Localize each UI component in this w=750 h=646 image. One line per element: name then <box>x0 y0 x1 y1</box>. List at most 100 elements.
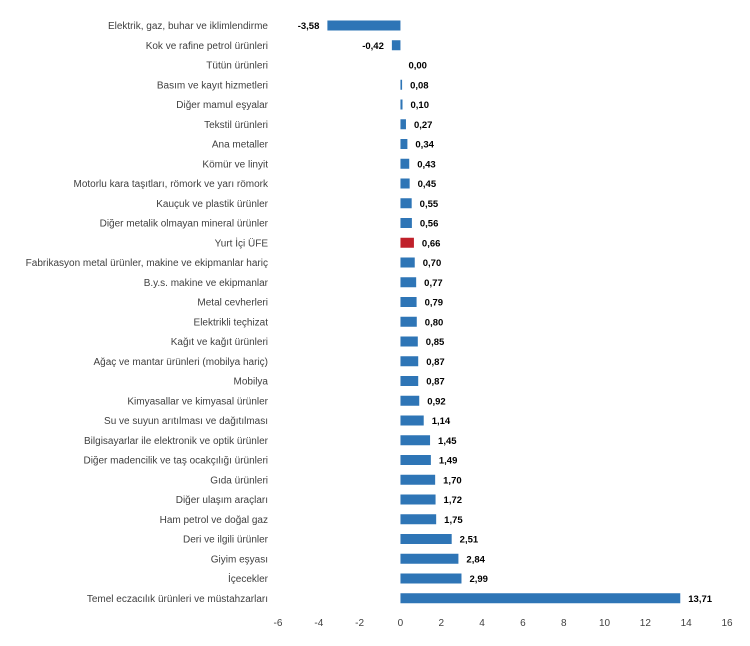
category-label: Fabrikasyon metal ürünler, makine ve eki… <box>26 258 268 269</box>
value-label: 0,80 <box>425 317 444 328</box>
value-label: 0,66 <box>422 238 441 249</box>
value-label: 1,14 <box>432 416 451 427</box>
category-label: Diğer madencilik ve taş ocakçılığı ürünl… <box>83 456 268 467</box>
value-label: 0,10 <box>410 100 429 111</box>
category-label: Tekstil ürünleri <box>204 120 268 131</box>
category-label: Metal cevherleri <box>197 298 268 309</box>
value-label: 0,87 <box>426 357 445 368</box>
category-label: Kauçuk ve plastik ürünler <box>156 199 268 210</box>
category-label: Kimyasallar ve kimyasal ürünler <box>127 396 268 407</box>
category-label: Tütün ürünleri <box>206 61 268 72</box>
bar <box>400 198 412 209</box>
bar <box>400 356 419 367</box>
bar <box>327 20 401 31</box>
bar <box>400 297 417 307</box>
bar <box>400 435 431 446</box>
x-tick-label: 12 <box>640 618 652 629</box>
x-tick-label: 8 <box>561 618 567 629</box>
value-label: 0,45 <box>418 179 437 190</box>
bar <box>400 277 417 288</box>
category-label: Yurt İçi ÜFE <box>215 236 269 249</box>
value-label: 0,70 <box>423 258 442 269</box>
x-tick-label: 0 <box>398 618 404 629</box>
highlight-bar <box>400 237 414 248</box>
value-label: 1,45 <box>438 436 457 447</box>
bar <box>400 395 420 406</box>
bar <box>400 455 431 465</box>
bar <box>400 79 403 90</box>
category-label: Diğer ulaşım araçları <box>176 495 268 506</box>
category-labels: Elektrik, gaz, buhar ve iklimlendirme Kok… <box>26 21 269 605</box>
value-label: 13,71 <box>688 594 712 605</box>
value-label: 0,92 <box>427 396 446 407</box>
x-tick-label: 4 <box>479 618 485 629</box>
category-label: Deri ve ilgili ürünler <box>183 535 269 546</box>
bar <box>400 573 462 584</box>
bar <box>400 494 436 505</box>
bar <box>400 336 418 347</box>
value-label: 1,72 <box>444 495 463 506</box>
category-label: Elektrik, gaz, buhar ve iklimlendirme <box>108 21 268 32</box>
value-label: 0,27 <box>414 120 433 131</box>
bar <box>400 257 415 268</box>
value-label: 0,85 <box>426 337 445 348</box>
category-label: Ham petrol ve doğal gaz <box>160 515 268 526</box>
x-tick-label: -2 <box>355 618 364 629</box>
value-label: 0,77 <box>424 278 443 289</box>
category-label: Elektrikli teçhizat <box>194 317 269 328</box>
value-labels: -3,58 -0,42 0,00 0,08 0,10 0,27 0,34 0,43 0,45 0,… <box>298 21 713 605</box>
bar <box>400 474 436 485</box>
value-label: 0,43 <box>417 159 436 170</box>
bar <box>400 593 681 604</box>
x-tick-label: 6 <box>520 618 526 629</box>
value-label: 1,49 <box>439 456 458 467</box>
category-label: İçecekler <box>228 572 269 585</box>
bar <box>400 316 417 327</box>
category-label: Bilgisayarlar ile elektronik ve optik ür… <box>84 436 269 447</box>
x-tick-label: 16 <box>721 618 733 629</box>
bar <box>400 514 437 525</box>
category-label: Diğer metalik olmayan mineral ürünler <box>100 219 269 230</box>
value-label: 0,56 <box>420 219 439 230</box>
value-label: -0,42 <box>362 41 384 52</box>
bar <box>391 40 401 51</box>
bar <box>400 139 408 149</box>
category-label: Diğer mamul eşyalar <box>176 100 268 111</box>
value-label: 0,00 <box>408 61 427 72</box>
value-label: 1,75 <box>444 515 463 526</box>
value-label: 0,08 <box>410 80 429 91</box>
value-label: 2,84 <box>466 554 485 565</box>
value-label: 0,87 <box>426 377 445 388</box>
x-tick-label: 10 <box>599 618 611 629</box>
x-tick-label: 2 <box>438 618 444 629</box>
value-label: -3,58 <box>298 21 320 32</box>
category-label: B.y.s. makine ve ekipmanlar <box>144 278 269 289</box>
category-label: Ağaç ve mantar ürünleri (mobilya hariç) <box>93 357 268 368</box>
bar <box>400 534 452 544</box>
category-label: Kok ve rafine petrol ürünleri <box>146 41 268 52</box>
category-label: Ana metaller <box>212 140 269 151</box>
x-axis: -6 -4 -2 0 2 4 6 8 10 12 14 16 <box>274 618 733 629</box>
bar <box>400 178 410 189</box>
value-label: 0,55 <box>420 199 439 210</box>
category-label: Gıda ürünleri <box>210 475 268 486</box>
value-label: 2,99 <box>469 574 488 585</box>
bar <box>400 218 412 228</box>
category-label: Mobilya <box>234 377 269 388</box>
x-tick-label: 14 <box>681 618 693 629</box>
x-tick-label: -6 <box>274 618 283 629</box>
bar <box>400 99 403 110</box>
bar <box>400 119 406 130</box>
category-label: Kömür ve linyit <box>202 159 268 170</box>
category-label: Motorlu kara taşıtları, römork ve yarı r… <box>74 179 269 190</box>
bar <box>400 415 424 426</box>
bar <box>400 553 459 564</box>
category-label: Basım ve kayıt hizmetleri <box>157 80 268 91</box>
x-tick-label: -4 <box>314 618 323 629</box>
value-label: 0,34 <box>415 140 434 151</box>
category-label: Kağıt ve kağıt ürünleri <box>171 337 268 348</box>
bar <box>400 158 410 169</box>
category-label: Su ve suyun arıtılması ve dağıtılması <box>104 416 268 427</box>
value-label: 0,79 <box>425 298 444 309</box>
